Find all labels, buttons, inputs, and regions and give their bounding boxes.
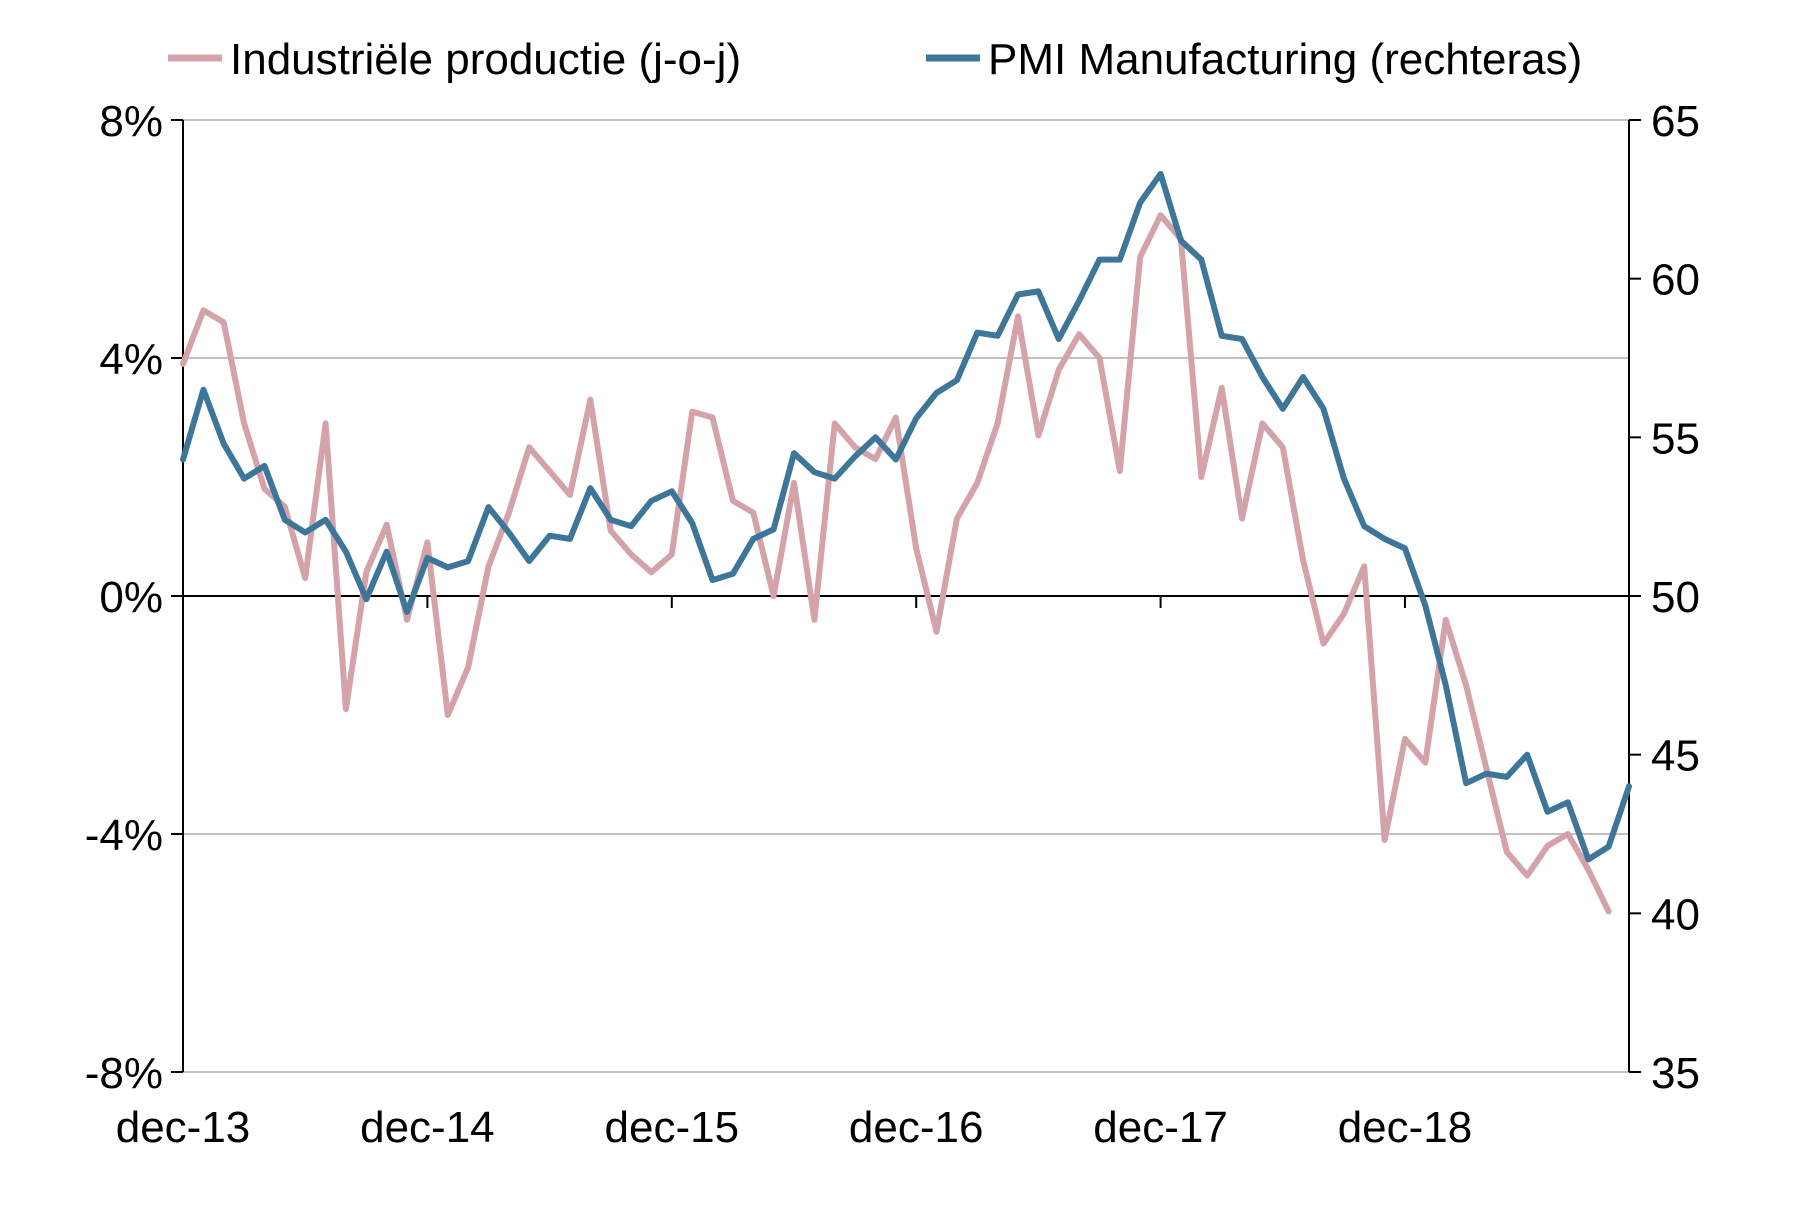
right-tick-label: 40 <box>1651 890 1700 939</box>
right-tick-label: 65 <box>1651 97 1700 146</box>
series-line-pmi <box>180 170 1632 863</box>
left-tick-label: -4% <box>85 811 163 860</box>
left-tick-label: 4% <box>99 335 163 384</box>
right-tick-label: 50 <box>1651 573 1700 622</box>
legend-item-industrial-production: Industriële productie (j-o-j) <box>168 35 741 84</box>
x-tick-label: dec-16 <box>849 1103 984 1152</box>
left-tick-label: 0% <box>99 573 163 622</box>
x-tick-label: dec-18 <box>1338 1103 1473 1152</box>
right-tick-label: 60 <box>1651 256 1700 305</box>
right-tick-label: 35 <box>1651 1049 1700 1098</box>
legend-item-pmi: PMI Manufacturing (rechteras) <box>926 35 1582 84</box>
legend-label-pmi: PMI Manufacturing (rechteras) <box>988 35 1582 84</box>
right-tick-label: 55 <box>1651 414 1700 463</box>
left-tick-label: -8% <box>85 1049 163 1098</box>
series <box>180 170 1632 915</box>
x-tick-label: dec-14 <box>360 1103 495 1152</box>
ticks: -8% -4% 0% 4% 8% 35 40 45 50 55 60 65 dec-13 dec-14 de… <box>85 97 1700 1152</box>
right-tick-label: 45 <box>1651 732 1700 781</box>
series-line-industrial-production <box>180 212 1612 915</box>
legend-label-industrial-production: Industriële productie (j-o-j) <box>230 35 741 84</box>
x-tick-label: dec-15 <box>605 1103 740 1152</box>
x-tick-label: dec-17 <box>1093 1103 1228 1152</box>
legend: Industriële productie (j-o-j) PMI Manufa… <box>168 35 1582 84</box>
x-tick-label: dec-13 <box>116 1103 251 1152</box>
left-tick-label: 8% <box>99 97 163 146</box>
